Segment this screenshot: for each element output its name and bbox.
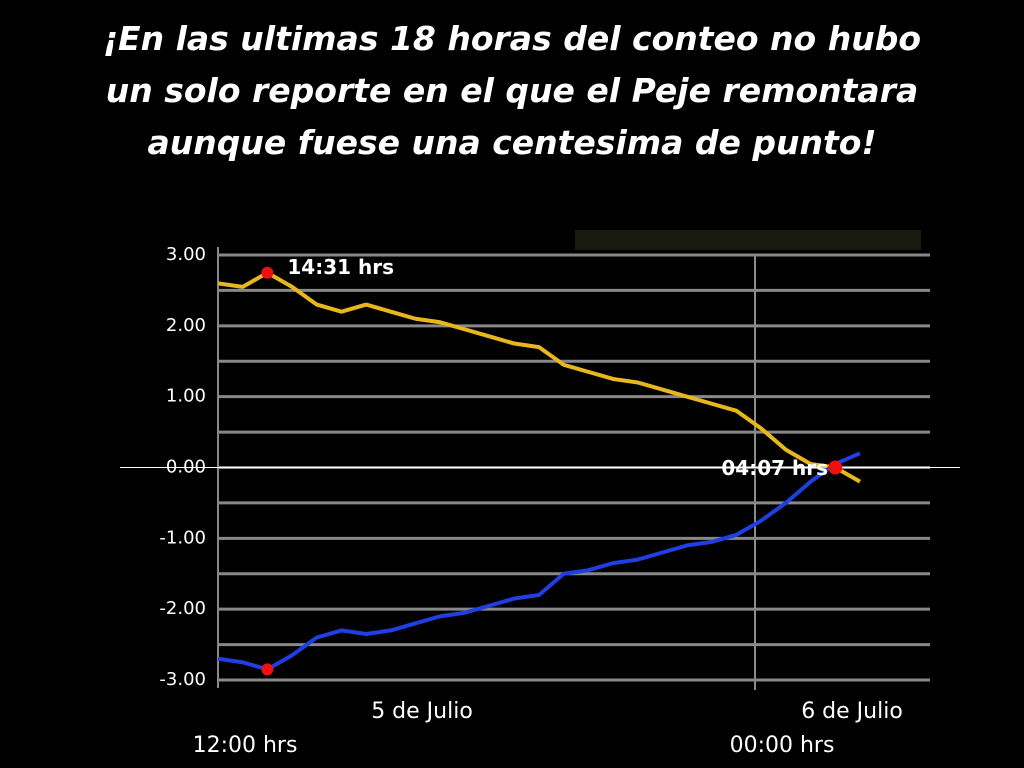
- y-tick-label: -3.00: [159, 669, 206, 690]
- x-label: 12:00 hrs: [193, 733, 298, 758]
- y-tick-label: -1.00: [159, 527, 206, 548]
- low-dot: [261, 663, 274, 676]
- title-line: un solo reporte en el que el Peje remont…: [106, 71, 919, 110]
- annotation: 04:07 hrs: [721, 456, 828, 480]
- cross-dot: [828, 460, 843, 475]
- title-line: ¡En las ultimas 18 horas del conteo no h…: [103, 19, 921, 58]
- series-line: [217, 451, 861, 672]
- header-strip: [575, 230, 921, 250]
- x-label: 6 de Julio: [801, 699, 903, 724]
- y-tick-label: 2.00: [166, 315, 206, 336]
- annotation: 14:31 hrs: [287, 255, 394, 279]
- peak-dot: [261, 266, 274, 279]
- y-tick-label: 3.00: [166, 244, 206, 265]
- title-line: aunque fuese una centesima de punto!: [147, 123, 876, 162]
- y-tick-label: -2.00: [159, 598, 206, 619]
- x-label: 5 de Julio: [371, 699, 473, 724]
- y-tick-label: 1.00: [166, 386, 206, 407]
- x-label: 00:00 hrs: [730, 733, 835, 758]
- series-line: [217, 270, 861, 484]
